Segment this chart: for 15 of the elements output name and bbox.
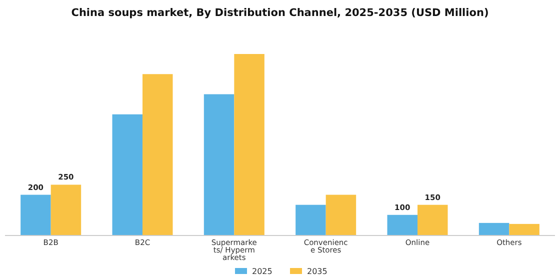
bar [20, 194, 51, 235]
chart-title: China soups market, By Distribution Channel, 2025-2035 (USD Million) [71, 7, 489, 19]
bar [142, 74, 173, 235]
bar [418, 204, 448, 235]
bar [50, 184, 82, 235]
bar [509, 224, 540, 235]
bar [326, 194, 356, 235]
bar [387, 214, 418, 235]
bar [112, 114, 142, 235]
bar [234, 54, 264, 235]
legend-label: 2025 [252, 267, 272, 276]
legend-label: 2035 [307, 267, 328, 276]
bar [478, 222, 510, 235]
bar [296, 204, 326, 235]
bar [204, 94, 234, 235]
